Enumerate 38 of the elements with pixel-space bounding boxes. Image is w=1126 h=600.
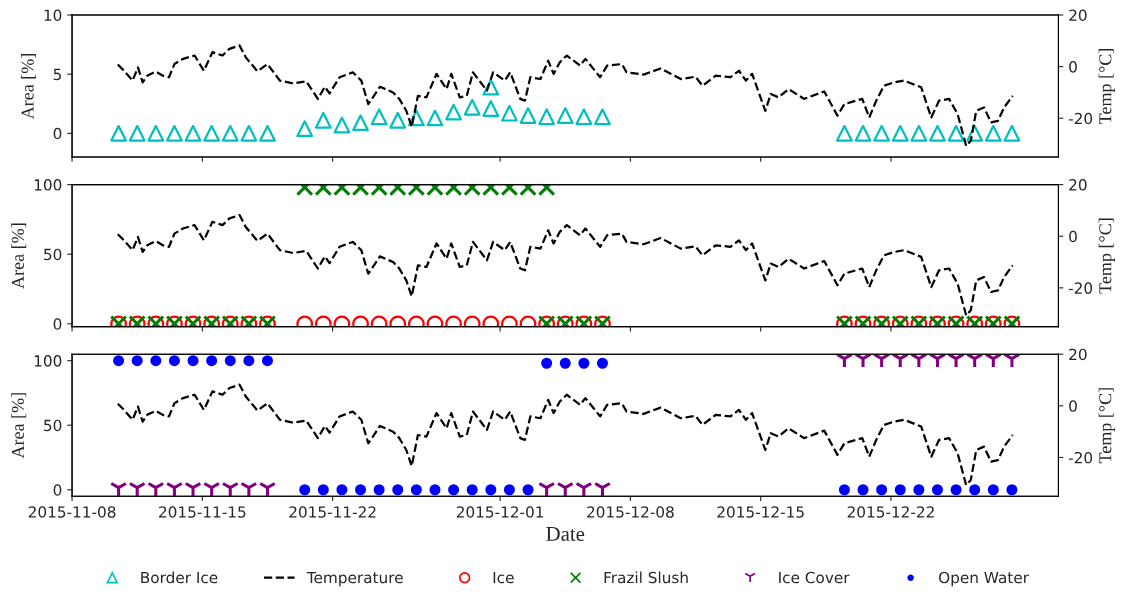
- y2-axis-title: Temp [°C]: [1098, 49, 1116, 124]
- y-tick-label: 100: [34, 179, 62, 191]
- x-tick-label: 2015-11-22: [289, 506, 376, 518]
- y2-tick-label: 20: [1069, 9, 1087, 22]
- x-tick-label: 2015-11-08: [28, 506, 116, 518]
- x-tick-label: 2015-12-22: [847, 506, 934, 518]
- legend-label: Ice Cover: [779, 571, 850, 584]
- y2-tick-label: 0: [1069, 61, 1077, 73]
- y2-tick-label: 20: [1069, 179, 1087, 191]
- y-tick-label: 100: [34, 355, 62, 367]
- legend-label: Open Water: [939, 571, 1029, 587]
- y2-tick-label: 0: [1069, 230, 1077, 243]
- y-tick-label: 0: [53, 318, 62, 330]
- y2-tick-label: -20: [1068, 282, 1093, 294]
- x-axis-title: Date: [546, 527, 585, 541]
- x-tick-label: 2015-12-08: [587, 506, 674, 518]
- y-tick-label: 50: [44, 419, 62, 432]
- legend-label: Border Ice: [141, 571, 218, 584]
- y2-tick-label: 20: [1069, 348, 1087, 361]
- y-axis-title: Area [%]: [11, 393, 27, 459]
- legend-label: Temperature: [306, 571, 403, 587]
- y-tick-label: 0: [53, 484, 62, 496]
- y2-axis-title: Temp [°C]: [1098, 218, 1116, 294]
- y-tick-label: 50: [44, 248, 62, 261]
- y-axis-title: Area [%]: [11, 223, 27, 289]
- y-tick-label: 5: [53, 68, 62, 81]
- y2-tick-label: 0: [1069, 400, 1077, 412]
- legend-label: Ice: [493, 571, 514, 584]
- y-tick-label: 10: [44, 9, 62, 22]
- legend-label: Frazil Slush: [604, 571, 688, 584]
- y-axis-title: Area [%]: [20, 54, 36, 120]
- y2-tick-label: -20: [1068, 451, 1093, 464]
- x-tick-label: 2015-11-15: [159, 506, 246, 518]
- y-tick-label: 0: [53, 127, 62, 140]
- y2-tick-label: -20: [1068, 112, 1093, 125]
- x-tick-label: 2015-12-15: [717, 506, 804, 518]
- x-tick-label: 2015-12-01: [456, 506, 544, 518]
- y2-axis-title: Temp [°C]: [1098, 388, 1116, 464]
